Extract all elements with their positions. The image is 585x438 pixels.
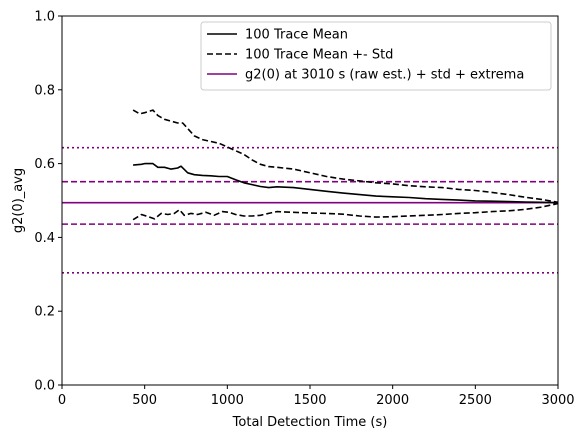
x-tick-label: 0: [58, 393, 66, 408]
x-tick-label: 1500: [293, 393, 326, 408]
x-axis-label: Total Detection Time (s): [232, 415, 388, 430]
x-tick-label: 3000: [541, 393, 574, 408]
x-tick-label: 2500: [459, 393, 492, 408]
y-tick-label: 0.4: [34, 231, 55, 246]
legend-label-std: 100 Trace Mean +- Std: [245, 48, 393, 63]
series-lines: [132, 109, 558, 221]
y-axis-label: g2(0)_avg: [11, 168, 26, 233]
x-tick-label: 1000: [211, 393, 244, 408]
legend-label-g2: g2(0) at 3010 s (raw est.) + std + extre…: [245, 68, 524, 83]
legend-box: [200, 21, 552, 91]
x-tick-label: 2000: [376, 393, 409, 408]
reference-lines: [62, 146, 558, 274]
y-tick-label: 0.0: [34, 379, 55, 394]
legend: 100 Trace Mean 100 Trace Mean +- Std g2(…: [200, 21, 552, 91]
series-line-2: [132, 202, 558, 221]
series-line-1: [132, 109, 558, 204]
series-line-0: [133, 162, 558, 204]
legend-label-mean: 100 Trace Mean: [245, 28, 348, 43]
y-tick-label: 0.2: [34, 305, 55, 320]
y-tick-label: 1.0: [34, 10, 55, 25]
ticks: 0 500 1000 1500 2000 2500 3000 0.0 0.2 0.4 0.6 0.8 1…: [34, 10, 574, 409]
y-tick-label: 0.8: [34, 83, 55, 98]
x-tick-label: 500: [132, 393, 157, 408]
y-tick-label: 0.6: [34, 157, 55, 172]
